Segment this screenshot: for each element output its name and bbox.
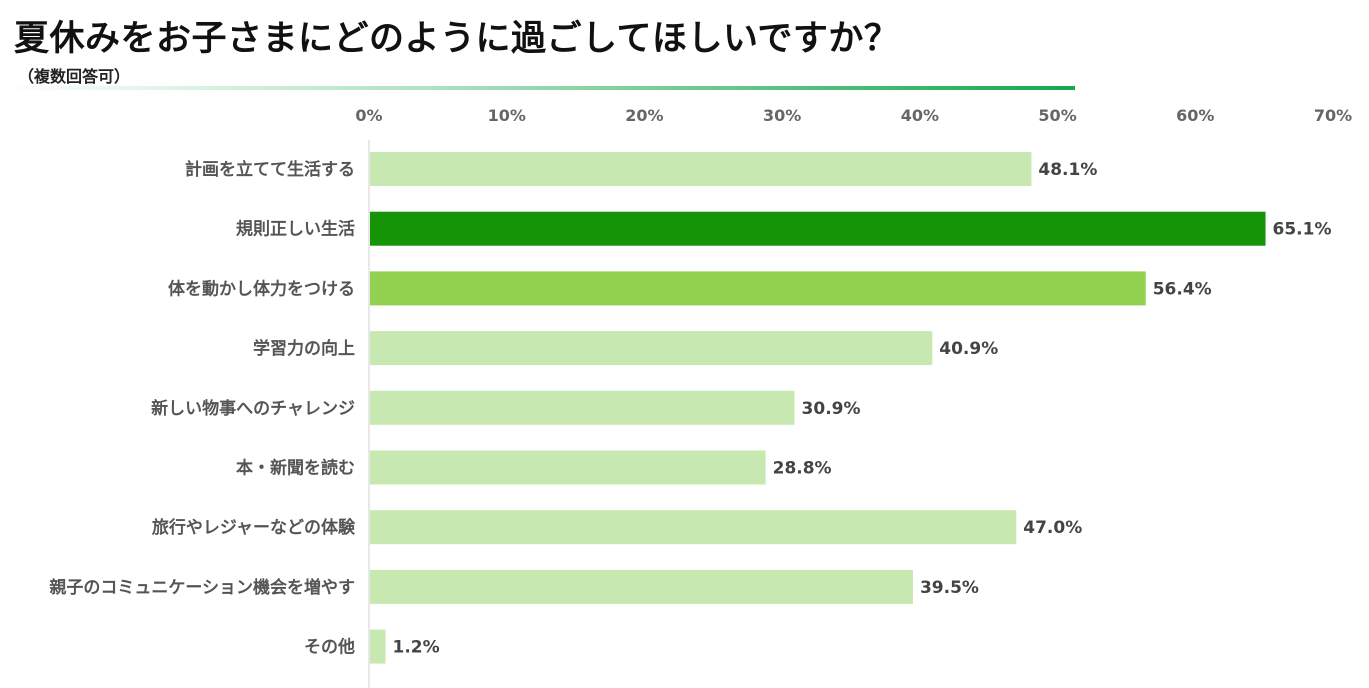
bar bbox=[370, 390, 795, 425]
bar bbox=[370, 331, 933, 366]
value-label: 65.1% bbox=[1273, 220, 1332, 240]
category-label: その他 bbox=[304, 637, 355, 658]
x-tick-label: 70% bbox=[1314, 106, 1352, 125]
bar bbox=[370, 271, 1146, 306]
category-label: 本・新聞を読む bbox=[236, 458, 355, 479]
chart-subtitle: （複数回答可） bbox=[18, 67, 131, 86]
category-label: 旅行やレジャーなどの体験 bbox=[152, 517, 356, 538]
category-label: 親子のコミュニケーション機会を増やす bbox=[49, 577, 355, 598]
value-label: 28.8% bbox=[773, 459, 832, 479]
bar bbox=[370, 211, 1266, 246]
x-tick-label: 10% bbox=[488, 106, 526, 125]
x-tick-label: 30% bbox=[763, 106, 801, 125]
bar bbox=[370, 450, 766, 485]
category-label: 規則正しい生活 bbox=[236, 219, 355, 240]
value-label: 1.2% bbox=[393, 638, 440, 658]
bar bbox=[370, 152, 1032, 186]
value-label: 30.9% bbox=[802, 399, 861, 419]
x-tick-label: 50% bbox=[1038, 106, 1076, 125]
value-label: 56.4% bbox=[1153, 279, 1212, 299]
category-label: 体を動かし体力をつける bbox=[168, 278, 355, 299]
bar bbox=[370, 569, 913, 604]
title-underline bbox=[0, 86, 1075, 90]
value-label: 39.5% bbox=[920, 578, 979, 598]
category-label: 学習力の向上 bbox=[253, 338, 355, 359]
value-label: 48.1% bbox=[1038, 160, 1097, 180]
bar bbox=[370, 629, 386, 664]
x-tick-label: 20% bbox=[625, 106, 663, 125]
x-tick-label: 60% bbox=[1176, 106, 1214, 125]
value-label: 47.0% bbox=[1023, 518, 1082, 538]
chart-title: 夏休みをお子さまにどのように過ごしてほしいですか？ bbox=[14, 19, 900, 59]
value-label: 40.9% bbox=[939, 339, 998, 359]
category-label: 新しい物事へのチャレンジ bbox=[151, 398, 355, 419]
category-label: 計画を立てて生活する bbox=[185, 159, 355, 180]
x-tick-label: 40% bbox=[901, 106, 939, 125]
x-tick-label: 0% bbox=[355, 106, 382, 125]
bar bbox=[370, 510, 1017, 545]
